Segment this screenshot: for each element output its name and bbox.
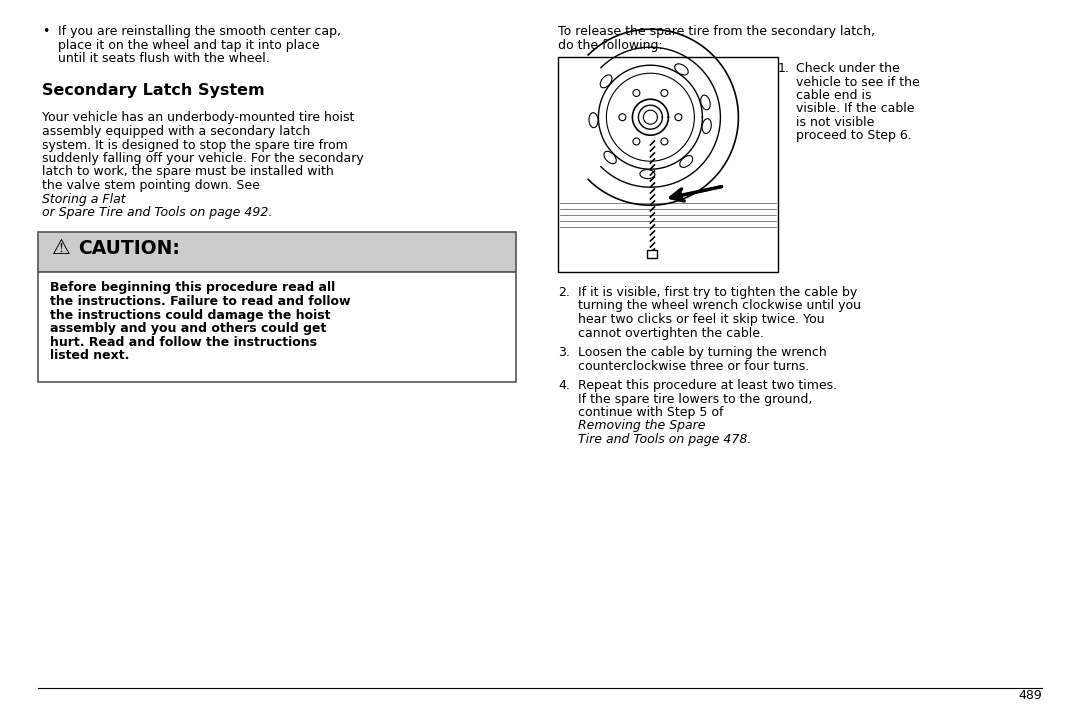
Text: To release the spare tire from the secondary latch,: To release the spare tire from the secon… [558, 25, 875, 38]
Circle shape [633, 138, 639, 145]
Text: cannot overtighten the cable.: cannot overtighten the cable. [578, 326, 764, 340]
Text: 3.: 3. [558, 346, 570, 359]
Text: vehicle to see if the: vehicle to see if the [796, 76, 920, 89]
Text: visible. If the cable: visible. If the cable [796, 102, 915, 115]
Text: •: • [42, 25, 50, 38]
Text: 4.: 4. [558, 379, 570, 392]
Ellipse shape [702, 119, 712, 133]
Text: system. It is designed to stop the spare tire from: system. It is designed to stop the spare… [42, 138, 348, 151]
Text: Your vehicle has an underbody-mounted tire hoist: Your vehicle has an underbody-mounted ti… [42, 112, 354, 125]
Bar [38, 232, 516, 271]
Bar [647, 250, 658, 258]
Text: until it seats flush with the wheel.: until it seats flush with the wheel. [58, 52, 270, 65]
Text: Check under the: Check under the [796, 62, 900, 75]
Ellipse shape [675, 64, 688, 75]
Text: Loosen the cable by turning the wrench: Loosen the cable by turning the wrench [578, 346, 827, 359]
Circle shape [633, 89, 639, 96]
Circle shape [661, 138, 667, 145]
Text: Secondary Latch System: Secondary Latch System [42, 84, 265, 99]
Text: do the following:: do the following: [558, 38, 663, 52]
Text: Storing a Flat: Storing a Flat [42, 192, 125, 205]
Bar [38, 271, 516, 382]
Text: continue with Step 5 of: continue with Step 5 of [578, 406, 728, 419]
Text: cable end is: cable end is [796, 89, 872, 102]
Text: suddenly falling off your vehicle. For the secondary: suddenly falling off your vehicle. For t… [42, 152, 364, 165]
Circle shape [661, 89, 667, 96]
Text: CAUTION:: CAUTION: [78, 238, 180, 258]
Text: listed next.: listed next. [50, 349, 130, 362]
Text: Removing the Spare: Removing the Spare [578, 420, 705, 433]
Text: latch to work, the spare must be installed with: latch to work, the spare must be install… [42, 166, 334, 179]
Text: 489: 489 [1018, 689, 1042, 702]
Text: is not visible: is not visible [796, 116, 875, 129]
Text: If you are reinstalling the smooth center cap,: If you are reinstalling the smooth cente… [58, 25, 341, 38]
Text: 2.: 2. [558, 286, 570, 299]
Text: Repeat this procedure at least two times.: Repeat this procedure at least two times… [578, 379, 837, 392]
Text: assembly and you and others could get: assembly and you and others could get [50, 322, 326, 335]
Ellipse shape [679, 156, 692, 167]
Text: or Spare Tire and Tools on page 492.: or Spare Tire and Tools on page 492. [42, 206, 272, 219]
Text: hurt. Read and follow the instructions: hurt. Read and follow the instructions [50, 336, 318, 348]
Text: If the spare tire lowers to the ground,: If the spare tire lowers to the ground, [578, 392, 812, 405]
Text: ⚠: ⚠ [52, 238, 71, 258]
Text: turning the wheel wrench clockwise until you: turning the wheel wrench clockwise until… [578, 300, 861, 312]
Text: proceed to Step 6.: proceed to Step 6. [796, 130, 912, 143]
Text: 1.: 1. [778, 62, 789, 75]
Text: the instructions. Failure to read and follow: the instructions. Failure to read and fo… [50, 295, 351, 308]
Text: Before beginning this procedure read all: Before beginning this procedure read all [50, 282, 335, 294]
Ellipse shape [701, 95, 711, 109]
Circle shape [619, 114, 626, 121]
Text: the instructions could damage the hoist: the instructions could damage the hoist [50, 308, 330, 322]
Ellipse shape [589, 113, 598, 127]
Ellipse shape [600, 75, 612, 88]
Bar [558, 57, 778, 272]
Text: Tire and Tools on page 478.: Tire and Tools on page 478. [578, 433, 752, 446]
Circle shape [675, 114, 681, 121]
Text: hear two clicks or feel it skip twice. You: hear two clicks or feel it skip twice. Y… [578, 313, 825, 326]
Ellipse shape [604, 151, 617, 163]
Text: counterclockwise three or four turns.: counterclockwise three or four turns. [578, 359, 809, 372]
Text: place it on the wheel and tap it into place: place it on the wheel and tap it into pl… [58, 38, 320, 52]
Text: assembly equipped with a secondary latch: assembly equipped with a secondary latch [42, 125, 310, 138]
Ellipse shape [640, 170, 654, 179]
Text: If it is visible, first try to tighten the cable by: If it is visible, first try to tighten t… [578, 286, 858, 299]
Text: the valve stem pointing down. See: the valve stem pointing down. See [42, 179, 264, 192]
